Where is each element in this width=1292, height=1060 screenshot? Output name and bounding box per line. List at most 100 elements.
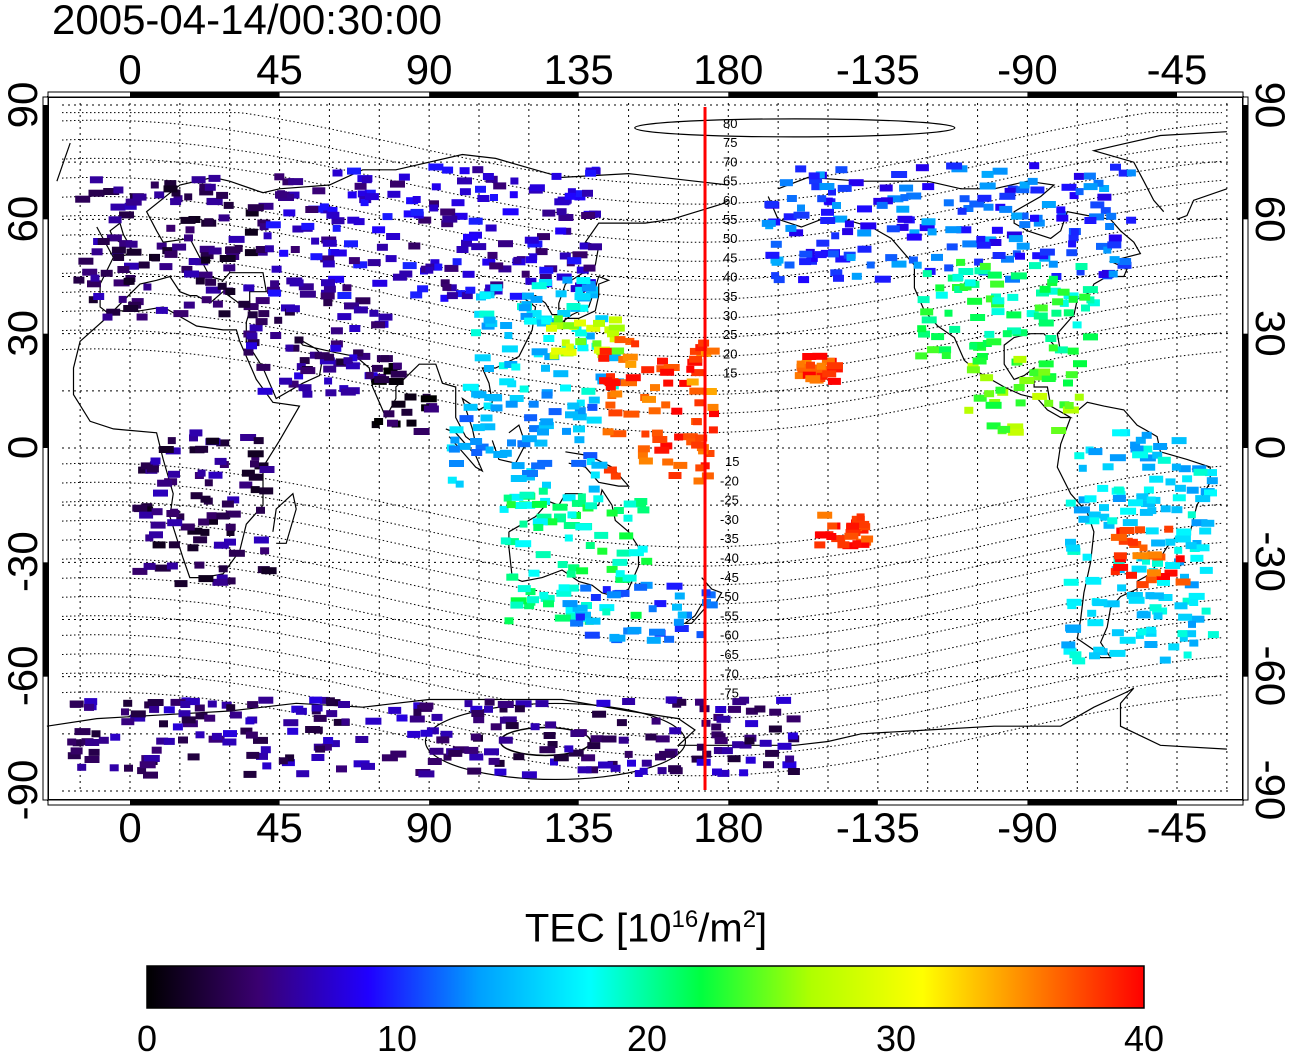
- tec-cell: [214, 457, 227, 465]
- tec-cell: [1201, 607, 1211, 615]
- tec-cell: [471, 449, 483, 456]
- tec-cell: [1032, 252, 1049, 260]
- right-axis-bar: [1242, 96, 1249, 801]
- tec-cell: [606, 591, 621, 599]
- tec-cell: [665, 696, 677, 704]
- tec-cell: [793, 211, 810, 219]
- tec-cell: [606, 373, 615, 381]
- tec-cell: [464, 746, 479, 754]
- tec-cell: [992, 252, 1006, 259]
- tec-cell: [837, 184, 852, 192]
- tec-cell: [181, 716, 196, 724]
- tec-cell: [962, 240, 979, 248]
- tec-cell: [588, 396, 600, 404]
- tec-cell: [835, 255, 851, 263]
- tec-cell: [827, 522, 838, 530]
- tec-cell: [826, 533, 837, 540]
- tec-cell: [922, 183, 935, 191]
- tec-cell: [1061, 183, 1077, 191]
- tec-cell: [205, 286, 221, 294]
- tec-cell: [524, 317, 540, 325]
- tec-cell: [325, 697, 335, 705]
- tec-cell: [827, 377, 841, 385]
- tec-cell: [1152, 559, 1163, 567]
- tec-cell: [1182, 475, 1193, 483]
- tec-cell: [605, 401, 616, 409]
- tec-cell: [243, 284, 255, 292]
- tec-cell: [180, 701, 191, 708]
- tec-cell: [817, 511, 833, 519]
- tec-cell: [602, 608, 611, 616]
- tec-cell: [195, 445, 209, 453]
- tec-cell: [509, 395, 524, 402]
- tec-cell: [219, 255, 236, 262]
- tec-cell: [814, 541, 826, 549]
- tec-cell: [1068, 240, 1077, 248]
- tec-cell: [599, 347, 612, 355]
- mlat-label: 55: [723, 212, 737, 227]
- tec-cell: [686, 378, 699, 386]
- bottom-axis-segment: [429, 800, 579, 805]
- tec-cell: [802, 353, 817, 360]
- tec-cell: [1171, 463, 1181, 471]
- tec-cell: [897, 215, 913, 223]
- tec-cell: [348, 257, 360, 265]
- tec-cell: [378, 313, 393, 321]
- tec-cell: [562, 427, 571, 435]
- tec-cell: [113, 254, 125, 261]
- tec-cell: [271, 265, 282, 273]
- tec-cell: [542, 209, 556, 217]
- tec-cell: [539, 746, 556, 754]
- tec-cell: [1174, 484, 1186, 492]
- tec-cell: [143, 771, 158, 779]
- tec-cell: [420, 395, 437, 403]
- tec-cell: [1007, 423, 1024, 431]
- tec-cell: [150, 521, 166, 529]
- tec-cell: [427, 758, 442, 765]
- coastline: [46, 698, 729, 746]
- tec-cell: [102, 313, 113, 321]
- left-axis-bar: [42, 96, 49, 801]
- tec-cell: [223, 730, 237, 738]
- tec-cell: [768, 725, 782, 733]
- tec-cell: [463, 233, 478, 241]
- tec-cell: [218, 310, 231, 318]
- tec-cell: [605, 383, 616, 391]
- tec-cell: [651, 717, 661, 725]
- tec-cell: [207, 700, 217, 708]
- tec-cell: [1156, 573, 1170, 580]
- tec-cell: [579, 242, 590, 250]
- tec-cell: [199, 188, 214, 196]
- tec-cell: [673, 461, 688, 469]
- tec-cell: [510, 475, 527, 482]
- tec-cell: [178, 736, 188, 744]
- tec-cell: [336, 358, 345, 366]
- tec-cell: [444, 264, 459, 272]
- tec-cell: [610, 472, 621, 480]
- tec-cell: [1172, 494, 1186, 502]
- tec-cell: [442, 166, 454, 174]
- tec-cell: [608, 409, 623, 417]
- tec-cell: [967, 297, 983, 305]
- tec-cell: [360, 199, 369, 207]
- lat-tick-right: 90: [1247, 82, 1292, 129]
- lon-tick-top: 90: [406, 46, 453, 93]
- tec-cell: [279, 377, 293, 385]
- tec-cell: [574, 407, 586, 415]
- tec-cell: [1132, 552, 1149, 560]
- tec-cell: [565, 343, 574, 351]
- tec-cell: [166, 562, 178, 570]
- lon-tick-bottom: 0: [118, 804, 141, 851]
- tec-cell: [568, 564, 580, 572]
- tec-cell: [110, 203, 126, 211]
- tec-cell: [499, 449, 512, 457]
- tec-cell: [270, 280, 280, 288]
- tec-cell: [1109, 454, 1126, 462]
- tec-cell: [418, 216, 432, 224]
- tec-cell: [715, 706, 727, 713]
- tec-cell: [1078, 496, 1090, 504]
- tec-cell: [634, 770, 643, 777]
- tec-cell: [575, 613, 585, 621]
- tec-cell: [575, 338, 587, 346]
- tec-cell: [100, 269, 113, 277]
